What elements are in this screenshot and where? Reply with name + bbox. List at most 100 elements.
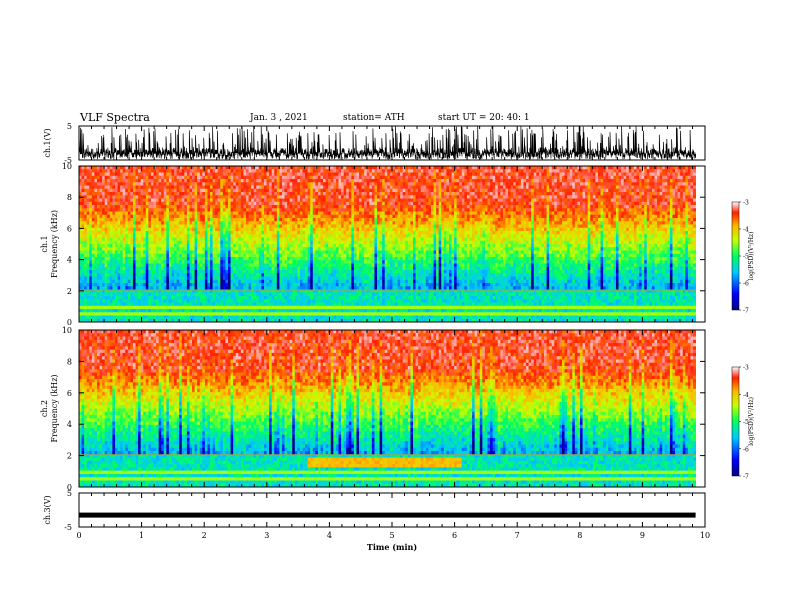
psd-cell bbox=[228, 309, 231, 313]
psd-cell bbox=[312, 309, 316, 313]
psd-cell bbox=[310, 318, 314, 323]
psd-cell bbox=[315, 214, 319, 219]
psd-cell bbox=[109, 195, 113, 199]
psd-cell bbox=[246, 201, 249, 206]
psd-cell bbox=[269, 198, 273, 203]
psd-cell bbox=[171, 201, 175, 206]
psd-cell bbox=[328, 276, 332, 281]
psd-cell bbox=[153, 286, 157, 290]
psd-cell bbox=[150, 166, 154, 170]
psd-cell bbox=[228, 237, 231, 242]
psd-cell bbox=[287, 214, 291, 219]
psd-cell bbox=[125, 166, 129, 170]
psd-cell bbox=[114, 253, 118, 258]
psd-cell bbox=[248, 172, 252, 177]
psd-cell bbox=[130, 185, 134, 190]
psd-cell bbox=[171, 312, 175, 316]
psd-cell bbox=[140, 166, 144, 170]
psd-cell bbox=[279, 250, 283, 255]
psd-cell bbox=[287, 218, 291, 222]
psd-cell bbox=[132, 257, 136, 261]
psd-cell bbox=[168, 289, 172, 294]
psd-cell bbox=[109, 231, 113, 235]
psd-cell bbox=[79, 305, 82, 310]
psd-cell bbox=[225, 286, 229, 290]
psd-cell bbox=[197, 221, 201, 225]
psd-cell bbox=[168, 182, 172, 186]
psd-cell bbox=[230, 198, 234, 203]
psd-cell bbox=[194, 299, 198, 303]
psd-cell bbox=[279, 231, 283, 235]
psd-cell bbox=[210, 234, 213, 238]
psd-cell bbox=[122, 247, 126, 251]
psd-cell bbox=[210, 263, 213, 268]
psd-cell bbox=[287, 201, 291, 206]
psd-cell bbox=[248, 263, 252, 268]
psd-cell bbox=[297, 237, 301, 242]
psd-cell bbox=[163, 250, 167, 255]
psd-cell bbox=[109, 201, 113, 206]
psd-cell bbox=[161, 318, 165, 323]
psd-cell bbox=[156, 227, 160, 232]
psd-cell bbox=[91, 169, 95, 173]
psd-cell bbox=[220, 198, 224, 203]
psd-cell bbox=[161, 302, 165, 307]
psd-cell bbox=[228, 263, 231, 268]
psd-cell bbox=[102, 244, 106, 248]
psd-cell bbox=[114, 250, 118, 255]
psd-cell bbox=[243, 276, 247, 281]
psd-cell bbox=[186, 266, 190, 271]
psd-cell bbox=[240, 231, 244, 235]
psd-cell bbox=[235, 240, 239, 245]
psd-cell bbox=[94, 227, 98, 232]
psd-cell bbox=[202, 218, 206, 222]
psd-cell bbox=[181, 231, 185, 235]
psd-cell bbox=[222, 266, 226, 271]
psd-cell bbox=[220, 231, 224, 235]
psd-cell bbox=[86, 240, 90, 245]
psd-cell bbox=[240, 250, 244, 255]
psd-cell bbox=[186, 318, 190, 323]
psd-cell bbox=[246, 302, 249, 307]
psd-cell bbox=[253, 224, 257, 229]
psd-cell bbox=[284, 305, 288, 310]
psd-cell bbox=[210, 182, 213, 186]
psd-cell bbox=[233, 192, 237, 196]
psd-cell bbox=[281, 296, 285, 300]
psd-cell bbox=[210, 296, 213, 300]
psd-cell bbox=[156, 309, 160, 313]
psd-cell bbox=[194, 270, 198, 274]
psd-cell bbox=[176, 169, 180, 173]
psd-cell bbox=[253, 221, 257, 225]
psd-cell bbox=[202, 263, 206, 268]
psd-cell bbox=[117, 283, 121, 287]
psd-cell bbox=[181, 208, 185, 212]
psd-cell bbox=[310, 312, 314, 316]
psd-cell bbox=[81, 231, 85, 235]
psd-cell bbox=[210, 283, 213, 287]
psd-cell bbox=[233, 166, 237, 170]
psd-cell bbox=[89, 302, 93, 307]
psd-cell bbox=[89, 221, 93, 225]
psd-cell bbox=[94, 240, 98, 245]
psd-cell bbox=[235, 227, 239, 232]
psd-cell bbox=[261, 198, 265, 203]
psd-cell bbox=[166, 253, 170, 258]
psd-cell bbox=[299, 247, 303, 251]
psd-cell bbox=[145, 302, 149, 307]
psd-cell bbox=[179, 201, 183, 206]
psd-cell bbox=[135, 224, 139, 229]
psd-cell bbox=[148, 302, 152, 307]
psd-cell bbox=[287, 211, 291, 216]
psd-cell bbox=[145, 289, 149, 294]
psd-cell bbox=[197, 273, 201, 277]
psd-cell bbox=[104, 305, 108, 310]
psd-cell bbox=[238, 234, 242, 238]
psd-cell bbox=[94, 169, 98, 173]
psd-cell bbox=[217, 309, 221, 313]
psd-cell bbox=[217, 289, 221, 294]
psd-cell bbox=[269, 276, 273, 281]
psd-cell bbox=[171, 266, 175, 271]
psd-cell bbox=[287, 224, 291, 229]
psd-cell bbox=[233, 208, 237, 212]
